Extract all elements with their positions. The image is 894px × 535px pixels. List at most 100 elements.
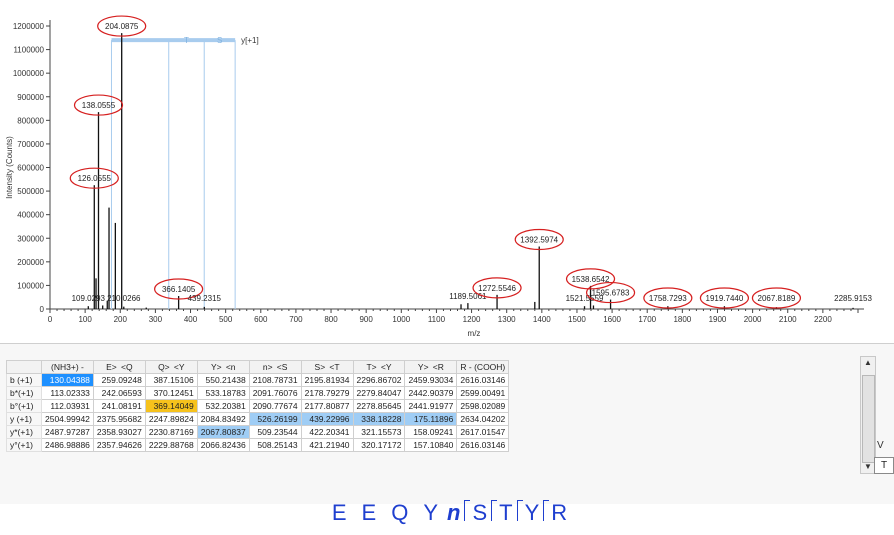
x-tick-label: 700 bbox=[289, 315, 303, 324]
scroll-up-arrow-icon[interactable]: ▲ bbox=[864, 358, 872, 367]
column-header: R - (COOH) bbox=[456, 360, 510, 374]
table-cell: 526.26199 bbox=[248, 412, 302, 426]
cleavage-marker bbox=[516, 500, 523, 521]
table-cell: 2090.77674 bbox=[248, 399, 302, 413]
fragment-table-header-row: (NH3+) - E> <Q Q> <Y Y> <n n> <S S> <T T> <Y Y>… bbox=[6, 360, 510, 374]
x-tick-label: 600 bbox=[254, 315, 268, 324]
x-tick-label: 800 bbox=[324, 315, 338, 324]
table-cell: 321.15573 bbox=[352, 425, 406, 439]
table-cell: 2616.03146 bbox=[456, 373, 510, 387]
x-tick-label: 2100 bbox=[779, 315, 797, 324]
y-tick-label: 1100000 bbox=[13, 46, 44, 55]
scroll-down-arrow-icon[interactable]: ▼ bbox=[864, 462, 872, 471]
table-row: b (+1) 130.04388 259.09248 387.15106 550.214… bbox=[6, 373, 510, 387]
ion-ladder-residue-label: T bbox=[184, 36, 189, 45]
sequence-residue: n bbox=[447, 500, 462, 525]
y-tick-label: 500000 bbox=[17, 187, 44, 196]
row-label: y (+1) bbox=[6, 412, 42, 426]
table-cell: 2177.80877 bbox=[300, 399, 354, 413]
cleavage-marker bbox=[464, 500, 471, 521]
peak-label: 2285.9153 bbox=[834, 294, 872, 303]
table-cell: 369.14049 bbox=[144, 399, 198, 413]
table-cell: 2178.79279 bbox=[300, 386, 354, 400]
peak-label: 439.2315 bbox=[188, 294, 222, 303]
ion-ladder-label: y[+1] bbox=[241, 36, 259, 45]
table-cell: 241.08191 bbox=[92, 399, 146, 413]
table-cell: 242.06593 bbox=[92, 386, 146, 400]
x-tick-label: 1500 bbox=[568, 315, 586, 324]
peak-label: 2067.8189 bbox=[758, 294, 796, 303]
row-label: b (+1) bbox=[6, 373, 42, 387]
y-tick-label: 600000 bbox=[17, 164, 44, 173]
x-tick-label: 1800 bbox=[673, 315, 691, 324]
column-header: (NH3+) - bbox=[41, 360, 94, 374]
row-label: b°(+1) bbox=[6, 399, 42, 413]
peak-label-circle bbox=[514, 228, 564, 251]
table-row: b*(+1) 113.02333 242.06593 370.12451 533.187… bbox=[6, 386, 510, 400]
column-header: Q> <Y bbox=[144, 360, 198, 374]
peak-label: 204.0875 bbox=[105, 22, 139, 31]
ion-ladder-residue-label: S bbox=[217, 36, 222, 45]
table-cell: 2441.91977 bbox=[404, 399, 458, 413]
table-cell: 2108.78731 bbox=[248, 373, 302, 387]
table-cell: 112.03931 bbox=[41, 399, 94, 413]
table-cell: 387.15106 bbox=[144, 373, 198, 387]
table-cell: 320.17172 bbox=[352, 438, 406, 452]
table-cell: 550.21438 bbox=[196, 373, 250, 387]
row-label: y°(+1) bbox=[6, 438, 42, 452]
table-cell: 2442.90379 bbox=[404, 386, 458, 400]
table-cell: 130.04388 bbox=[41, 373, 94, 387]
table-cell: 158.09241 bbox=[404, 425, 458, 439]
table-cell: 2066.82436 bbox=[196, 438, 250, 452]
sequence-residue: Y bbox=[524, 500, 541, 525]
table-cell: 2616.03146 bbox=[456, 438, 510, 452]
peak-label: 210.0266 bbox=[107, 294, 141, 303]
peak-label-circle bbox=[751, 287, 802, 309]
peak-label: 109.0293 bbox=[72, 294, 106, 303]
peak-label-circle bbox=[585, 281, 636, 304]
x-tick-label: 900 bbox=[359, 315, 373, 324]
table-cell: 509.23544 bbox=[248, 425, 302, 439]
table-row: y°(+1) 2486.98886 2357.94626 2229.88768 2066… bbox=[6, 438, 510, 452]
table-cell: 2634.04202 bbox=[456, 412, 510, 426]
column-header: Y> <R bbox=[404, 360, 458, 374]
y-tick-label: 1200000 bbox=[13, 22, 45, 31]
peak-label-circle bbox=[73, 94, 124, 116]
peak-label: 1538.6542 bbox=[572, 275, 610, 284]
x-tick-label: 1200 bbox=[463, 315, 481, 324]
table-cell: 2486.98886 bbox=[41, 438, 94, 452]
sequence-residue: Y bbox=[423, 500, 439, 525]
peak-label: 1189.5061 bbox=[449, 292, 487, 301]
row-label: y*(+1) bbox=[6, 425, 42, 439]
table-cell: 421.21940 bbox=[300, 438, 354, 452]
peak-label-circle bbox=[643, 287, 693, 309]
x-axis-label: m/z bbox=[468, 329, 481, 338]
side-input-field[interactable]: T bbox=[874, 457, 894, 474]
table-cell: 338.18228 bbox=[352, 412, 406, 426]
x-tick-label: 100 bbox=[78, 315, 92, 324]
x-tick-label: 1600 bbox=[603, 315, 621, 324]
sequence-residue: Q bbox=[391, 500, 410, 525]
column-header: E> <Q bbox=[92, 360, 146, 374]
table-cell: 508.25143 bbox=[248, 438, 302, 452]
y-tick-label: 0 bbox=[40, 305, 45, 314]
x-tick-label: 1700 bbox=[638, 315, 656, 324]
peak-label: 1392.5974 bbox=[520, 236, 558, 245]
sequence-residue: S bbox=[472, 500, 489, 525]
y-tick-label: 400000 bbox=[17, 211, 44, 220]
peak-label: 1919.7440 bbox=[706, 294, 744, 303]
peak-label: 1521.5559 bbox=[566, 294, 604, 303]
y-tick-label: 100000 bbox=[17, 281, 44, 290]
peak-label-circle bbox=[154, 278, 204, 300]
peak-label: 366.1405 bbox=[162, 285, 196, 294]
table-cell: 2487.97287 bbox=[41, 425, 94, 439]
cleavage-marker bbox=[543, 500, 550, 521]
table-cell: 532.20381 bbox=[196, 399, 250, 413]
scrollbar-thumb[interactable] bbox=[862, 375, 875, 463]
table-vertical-scrollbar[interactable]: ▲ ▼ bbox=[860, 356, 876, 474]
x-tick-label: 0 bbox=[48, 315, 53, 324]
x-tick-label: 1900 bbox=[709, 315, 727, 324]
table-cell: 533.18783 bbox=[196, 386, 250, 400]
peak-label-circle bbox=[69, 167, 119, 189]
